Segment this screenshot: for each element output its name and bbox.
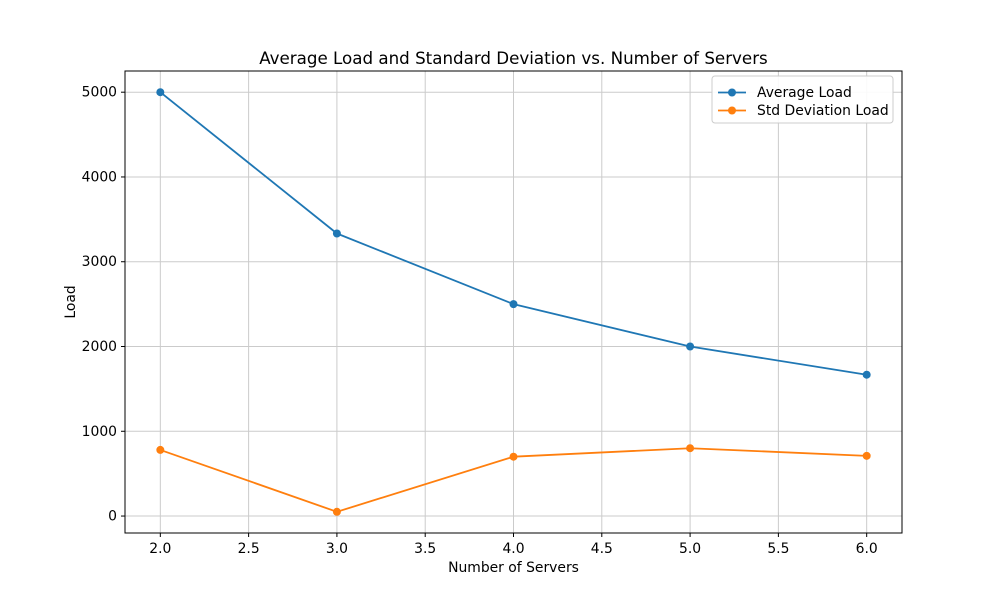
data-point-std-deviation-load: [332, 507, 341, 516]
data-point-std-deviation-load: [686, 444, 695, 453]
x-tick-label: 2.5: [238, 541, 260, 557]
series-layer: [156, 88, 871, 516]
data-point-average-load: [862, 370, 871, 379]
legend-item-std-deviation-load: Std Deviation Load: [718, 103, 889, 119]
axis-layer: [121, 70, 903, 537]
legend-item-average-load: Average Load: [718, 85, 852, 101]
y-tick-label: 2000: [82, 339, 117, 355]
data-point-std-deviation-load: [156, 445, 165, 454]
x-tick-label: 3.5: [414, 541, 436, 557]
x-tick-label: 6.0: [856, 541, 878, 557]
data-point-average-load: [509, 300, 518, 309]
y-tick-label: 4000: [82, 169, 117, 185]
tick-label-layer: 2.0 2.5 3.0 3.5 4.0 4.5 5.0 5.5 6.0 0 1000 2000 3000…: [82, 85, 878, 557]
x-axis-label: Number of Servers: [448, 560, 579, 576]
x-tick-label: 5.0: [679, 541, 701, 557]
data-point-std-deviation-load: [509, 452, 518, 461]
data-point-std-deviation-load: [862, 451, 871, 460]
data-point-average-load: [686, 342, 695, 351]
legend-label-average-load: Average Load: [757, 85, 852, 101]
x-tick-label: 2.0: [149, 541, 171, 557]
legend: Average Load Std Deviation Load: [711, 75, 894, 124]
x-tick-label: 4.5: [591, 541, 613, 557]
y-axis-label: Load: [63, 285, 79, 318]
x-tick-label: 4.0: [502, 541, 524, 557]
y-tick-label: 1000: [82, 424, 117, 440]
y-tick-label: 3000: [82, 254, 117, 270]
chart-title: Average Load and Standard Deviation vs. …: [259, 48, 768, 68]
legend-marker-std-deviation-load: [728, 106, 736, 115]
x-tick-label: 5.5: [767, 541, 789, 557]
y-tick-label: 0: [108, 509, 117, 525]
data-point-average-load: [332, 229, 341, 238]
legend-marker-average-load: [728, 88, 736, 97]
y-tick-label: 5000: [82, 85, 117, 101]
legend-label-std-deviation-load: Std Deviation Load: [757, 103, 889, 119]
legend-box: [711, 75, 894, 124]
data-point-average-load: [156, 88, 165, 97]
x-tick-label: 3.0: [326, 541, 348, 557]
grid-layer: [125, 71, 902, 533]
